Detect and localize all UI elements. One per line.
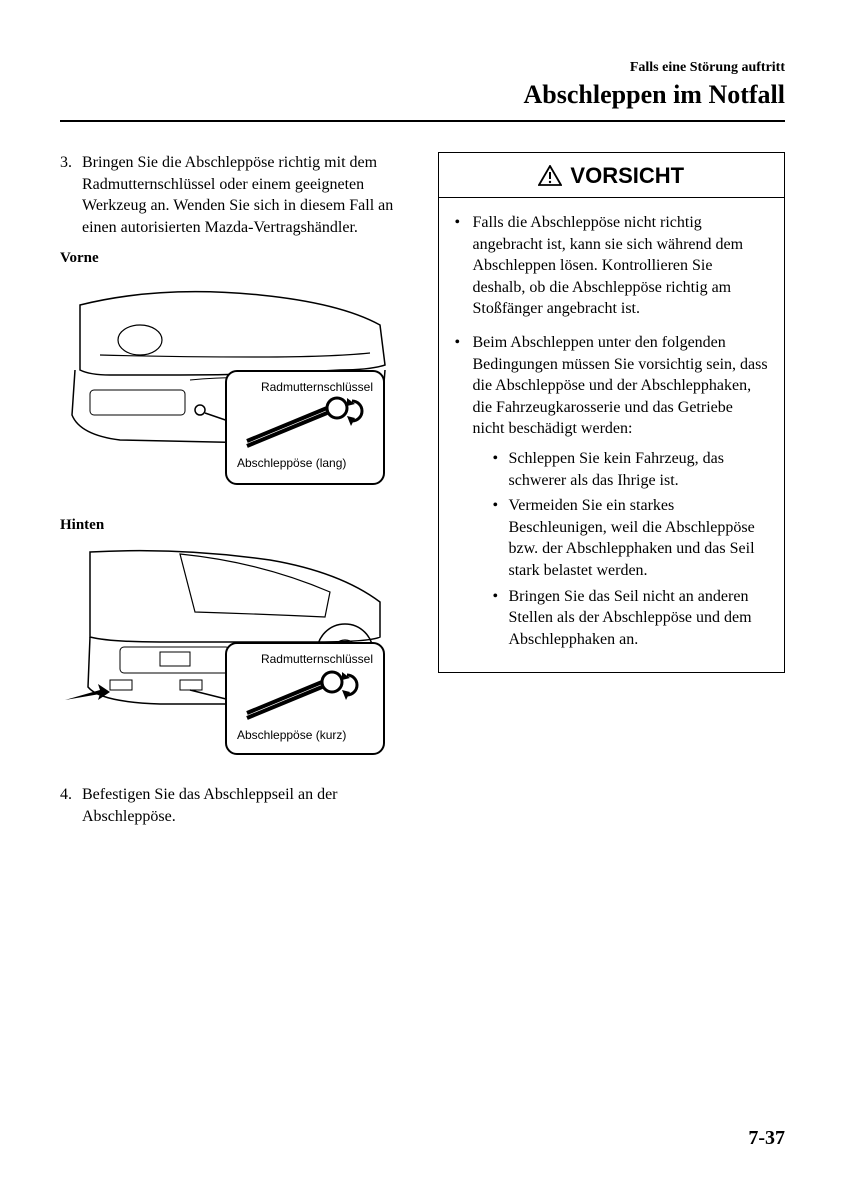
label-front: Vorne <box>60 250 408 267</box>
page-number: 7-37 <box>748 1127 785 1150</box>
caution-bullet-2: • Beim Abschleppen unter den folgenden B… <box>455 332 769 654</box>
sub-bullet-marker: • <box>493 586 509 651</box>
diagram-rear: Radmutternschlüssel Abschleppöse (kurz) <box>60 542 390 772</box>
bullet-text-wrap: Beim Abschleppen unter den folgenden Bed… <box>473 332 769 654</box>
bullet-text: Falls die Abschleppöse nicht richtig ang… <box>473 212 769 320</box>
step-text: Bringen Sie die Abschleppöse richtig mit… <box>82 152 408 238</box>
step-4: 4. Befestigen Sie das Abschleppseil an d… <box>60 784 408 827</box>
bullet-marker: • <box>455 212 473 320</box>
step-number: 3. <box>60 152 82 238</box>
sub-bullet-marker: • <box>493 495 509 581</box>
wrench-hook-icon <box>237 396 377 451</box>
caution-bullet-1: • Falls die Abschleppöse nicht richtig a… <box>455 212 769 320</box>
bullet-marker: • <box>455 332 473 654</box>
wrench-hook-icon <box>237 668 377 723</box>
step-3: 3. Bringen Sie die Abschleppöse richtig … <box>60 152 408 238</box>
sub-bullets: • Schleppen Sie kein Fahrzeug, das schwe… <box>493 448 769 650</box>
callout-front: Radmutternschlüssel Abschleppöse (lang) <box>225 370 385 485</box>
page-header: Falls eine Störung auftritt Abschleppen … <box>60 60 785 110</box>
callout-hook-label: Abschleppöse (kurz) <box>237 728 373 744</box>
header-section: Falls eine Störung auftritt <box>60 60 785 76</box>
callout-tool-label: Radmutternschlüssel <box>237 652 373 668</box>
sub-bullet-text: Bringen Sie das Seil nicht an anderen St… <box>509 586 769 651</box>
sub-bullet-3: • Bringen Sie das Seil nicht an anderen … <box>493 586 769 651</box>
header-rule <box>60 120 785 122</box>
label-rear: Hinten <box>60 517 408 534</box>
sub-bullet-2: • Vermeiden Sie ein starkes Beschleunige… <box>493 495 769 581</box>
sub-bullet-text: Schleppen Sie kein Fahrzeug, das schwere… <box>509 448 769 491</box>
content-columns: 3. Bringen Sie die Abschleppöse richtig … <box>60 152 785 840</box>
bullet-text: Beim Abschleppen unter den folgenden Bed… <box>473 334 768 437</box>
header-title: Abschleppen im Notfall <box>60 80 785 110</box>
sub-bullet-1: • Schleppen Sie kein Fahrzeug, das schwe… <box>493 448 769 491</box>
step-text: Befestigen Sie das Abschleppseil an der … <box>82 784 408 827</box>
right-column: VORSICHT • Falls die Abschleppöse nicht … <box>438 152 786 840</box>
sub-bullet-text: Vermeiden Sie ein starkes Beschleunigen,… <box>509 495 769 581</box>
step-number: 4. <box>60 784 82 827</box>
caution-box: VORSICHT • Falls die Abschleppöse nicht … <box>438 152 786 673</box>
callout-hook-label: Abschleppöse (lang) <box>237 456 373 472</box>
caution-body: • Falls die Abschleppöse nicht richtig a… <box>439 198 785 672</box>
warning-icon <box>538 165 562 187</box>
left-column: 3. Bringen Sie die Abschleppöse richtig … <box>60 152 408 840</box>
caution-title-text: VORSICHT <box>570 163 684 189</box>
callout-rear: Radmutternschlüssel Abschleppöse (kurz) <box>225 642 385 755</box>
callout-tool-label: Radmutternschlüssel <box>237 380 373 396</box>
diagram-front: Radmutternschlüssel Abschleppöse (lang) <box>60 275 390 505</box>
sub-bullet-marker: • <box>493 448 509 491</box>
caution-title: VORSICHT <box>439 153 785 198</box>
